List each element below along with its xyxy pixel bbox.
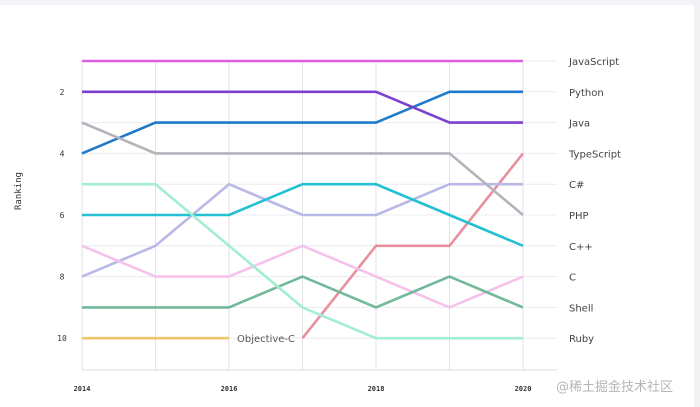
legend-label: PHP: [569, 211, 589, 222]
legend-label: TypeScript: [568, 149, 621, 160]
legend-label: Python: [569, 88, 604, 99]
legend-label: JavaScript: [568, 57, 619, 68]
legend-label: C#: [569, 180, 584, 191]
x-tick-label: 2014: [74, 385, 91, 393]
series-line-c-: [82, 182, 524, 247]
legend-label: Ruby: [569, 334, 594, 345]
right-strip: [694, 0, 700, 407]
y-tick-label: 8: [60, 273, 65, 282]
x-tick-label: 2018: [368, 385, 385, 393]
legend-label: Java: [568, 119, 590, 130]
x-tick-label: 2016: [221, 385, 238, 393]
legend-label: C: [569, 273, 576, 284]
top-strip: [0, 0, 700, 5]
legend-label: C++: [569, 242, 593, 253]
y-tick-label: 4: [60, 149, 65, 158]
series-line-c-: [81, 182, 523, 278]
series-line-ruby: [82, 182, 523, 340]
inline-series-label: Objective-C: [237, 334, 295, 345]
y-tick-label: 6: [60, 211, 65, 220]
x-tick-label: 2020: [515, 385, 532, 393]
y-tick-label: 10: [57, 334, 67, 343]
legend-label: Shell: [569, 303, 593, 314]
series-line-python: [81, 90, 523, 155]
series-line-java: [82, 90, 523, 124]
series-line-c: [81, 244, 524, 309]
y-axis-label: Ranking: [14, 172, 24, 210]
series-line-php: [81, 121, 524, 216]
watermark: @稀土掘金技术社区: [556, 380, 674, 395]
y-tick-label: 2: [60, 88, 65, 97]
series-line-shell: [82, 275, 524, 309]
